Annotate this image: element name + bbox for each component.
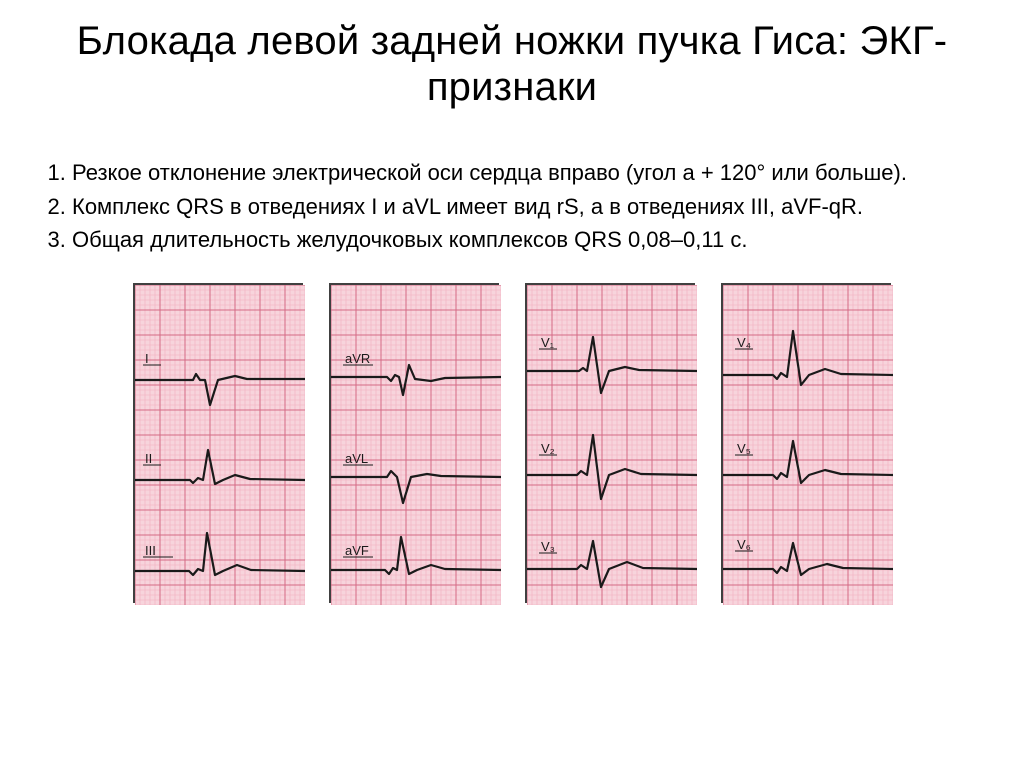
list-item: Резкое отклонение электрической оси серд…: [72, 158, 992, 188]
lead-label: V₄: [737, 335, 751, 350]
slide: Блокада левой задней ножки пучка Гиса: Э…: [0, 0, 1024, 767]
lead-label: aVR: [345, 351, 370, 366]
lead-label: aVL: [345, 451, 368, 466]
lead-label: II: [145, 451, 152, 466]
lead-label: III: [145, 543, 156, 558]
ecg-panel-limb: IIIIII: [133, 283, 303, 603]
ecg-panel-precordial-a: V₁ V₂ V₃: [525, 283, 695, 603]
lead-label: I: [145, 351, 149, 366]
list-item: Общая длительность желудочковых комплекс…: [72, 225, 992, 255]
page-title: Блокада левой задней ножки пучка Гиса: Э…: [32, 18, 992, 110]
lead-label: V₆: [737, 537, 751, 552]
lead-label: aVF: [345, 543, 369, 558]
lead-label: V₅: [737, 441, 751, 456]
criteria-list: Резкое отклонение электрической оси серд…: [32, 158, 992, 255]
ecg-panel-precordial-b: V₄ V₅ V₆: [721, 283, 891, 603]
lead-label: V₃: [541, 539, 555, 554]
list-item: Комплекс QRS в отведениях I и aVL имеет …: [72, 192, 992, 222]
lead-label: V₂: [541, 441, 555, 456]
ecg-strips: IIIIIIaVRaVLaVFV₁V₂V₃V₄V₅V₆: [32, 283, 992, 603]
ecg-panel-augmented: aVR aVL aVF: [329, 283, 499, 603]
lead-label: V₁: [541, 335, 555, 350]
